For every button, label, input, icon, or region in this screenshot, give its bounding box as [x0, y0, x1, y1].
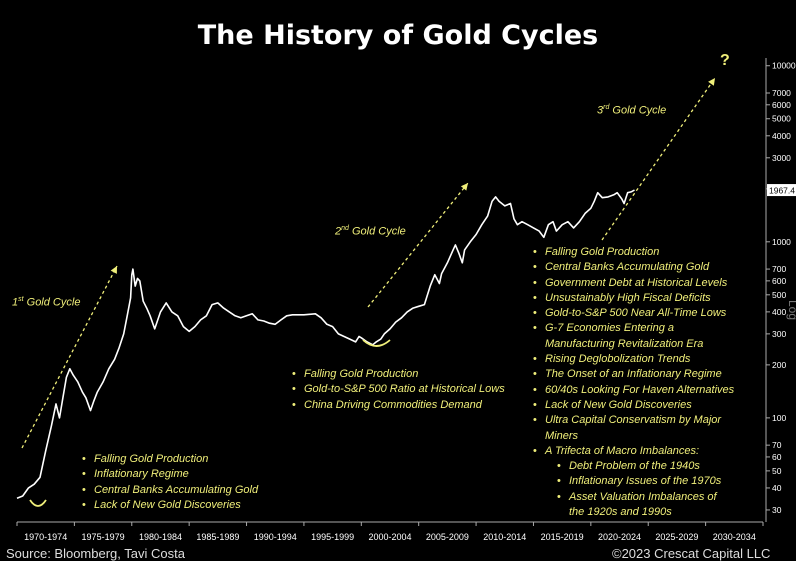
trend-arrow-line — [601, 77, 716, 241]
cycle-2-label: 2nd Gold Cycle — [335, 225, 406, 238]
driver-item-continued: Miners — [545, 429, 579, 442]
driver-subitem: Asset Valuation Imbalances of — [555, 490, 734, 506]
x-tick-label: 1980-1984 — [139, 532, 182, 542]
y-tick-label: 30 — [772, 505, 782, 515]
x-tick-label: 2030-2034 — [713, 532, 756, 542]
trend-arrow-head — [708, 78, 715, 86]
source-note: Source: Bloomberg, Tavi Costa — [6, 546, 185, 561]
last-value-label: 1967.4 — [769, 186, 795, 196]
y-tick-label: 60 — [772, 452, 782, 462]
driver-subitem: Debt Problem of the 1940s — [555, 459, 734, 475]
y-tick-label: 6000 — [772, 100, 791, 110]
y-tick-label: 1000 — [772, 237, 791, 247]
driver-subitem-continued: the 1920s and 1990s — [569, 506, 672, 519]
x-tick-label: 1985-1989 — [196, 532, 239, 542]
driver-item: G-7 Economies Entering a — [531, 321, 734, 337]
copyright-note: ©2023 Crescat Capital LLC — [612, 546, 771, 561]
driver-item: Falling Gold Production — [80, 452, 258, 468]
cycle-3-drivers: Falling Gold Production Central Banks Ac… — [531, 245, 734, 520]
y-tick-label: 200 — [772, 360, 786, 370]
driver-item: Central Banks Accumulating Gold — [531, 260, 734, 276]
y-tick-label: 400 — [772, 307, 786, 317]
y-tick-label: 70 — [772, 440, 782, 450]
y-tick-label: 700 — [772, 264, 786, 274]
driver-item: Ultra Capital Conservatism by Major — [531, 413, 734, 429]
driver-item: Rising Deglobolization Trends — [531, 352, 734, 368]
x-tick-label: 2000-2004 — [368, 532, 411, 542]
driver-item: Unsustainably High Fiscal Deficits — [531, 291, 734, 307]
cycle-1-drivers: Falling Gold Production Inflationary Reg… — [80, 452, 258, 513]
cycle-1-label: 1st Gold Cycle — [12, 296, 81, 309]
driver-item: Lack of New Gold Discoveries — [531, 398, 734, 414]
trend-arrow-line — [367, 182, 469, 308]
x-tick-label: 2010-2014 — [483, 532, 526, 542]
x-tick-label: 1990-1994 — [254, 532, 297, 542]
driver-item: China Driving Commodities Demand — [290, 398, 505, 414]
y-tick-label: 7000 — [772, 88, 791, 98]
y-tick-label: 3000 — [772, 153, 791, 163]
x-tick-label: 1970-1974 — [24, 532, 67, 542]
x-tick-label: 2025-2029 — [655, 532, 698, 542]
y-tick-label: 5000 — [772, 114, 791, 124]
x-tick-label: 2005-2009 — [426, 532, 469, 542]
x-tick-label: 1995-1999 — [311, 532, 354, 542]
driver-subitem: Inflationary Issues of the 1970s — [555, 474, 734, 490]
driver-item: Lack of New Gold Discoveries — [80, 498, 258, 514]
cycle-low-marker — [362, 339, 391, 347]
driver-item: The Onset of an Inflationary Regime — [531, 367, 734, 383]
trend-arrow-head — [460, 183, 468, 191]
trend-arrow-line — [21, 265, 118, 449]
driver-item: Gold-to-S&P 500 Near All-Time Lows — [531, 306, 734, 322]
cycle-2-drivers: Falling Gold Production Gold-to-S&P 500 … — [290, 367, 505, 413]
x-tick-label: 2020-2024 — [598, 532, 641, 542]
driver-item: Gold-to-S&P 500 Ratio at Historical Lows — [290, 382, 505, 398]
driver-item: Falling Gold Production — [290, 367, 505, 383]
y-tick-label: 10000 — [772, 61, 796, 71]
y-tick-label: 500 — [772, 290, 786, 300]
driver-item: Central Banks Accumulating Gold — [80, 483, 258, 499]
cycle-low-marker — [29, 499, 47, 507]
driver-item: 60/40s Looking For Haven Alternatives — [531, 383, 734, 399]
driver-item-continued: Manufacturing Revitalization Era — [545, 337, 704, 350]
driver-item: Inflationary Regime — [80, 467, 258, 483]
y-tick-label: 300 — [772, 329, 786, 339]
y-axis-scale-label: Log — [786, 300, 796, 320]
y-tick-label: 40 — [772, 483, 782, 493]
chart-title: The History of Gold Cycles — [197, 20, 599, 51]
x-tick-label: 1975-1979 — [82, 532, 125, 542]
y-tick-label: 4000 — [772, 131, 791, 141]
cycle-3-label: 3rd Gold Cycle — [597, 104, 667, 117]
driver-item: Falling Gold Production — [531, 245, 734, 261]
y-tick-label: 100 — [772, 413, 786, 423]
question-mark: ? — [720, 52, 730, 69]
driver-item: Government Debt at Historical Levels — [531, 276, 734, 292]
last-value-tag — [767, 184, 796, 197]
gold-price-line — [16, 189, 635, 499]
x-tick-label: 2015-2019 — [541, 532, 584, 542]
y-tick-label: 600 — [772, 276, 786, 286]
trend-arrow-head — [110, 266, 117, 274]
driver-item: A Trifecta of Macro Imbalances: — [531, 444, 734, 460]
y-tick-label: 50 — [772, 466, 782, 476]
